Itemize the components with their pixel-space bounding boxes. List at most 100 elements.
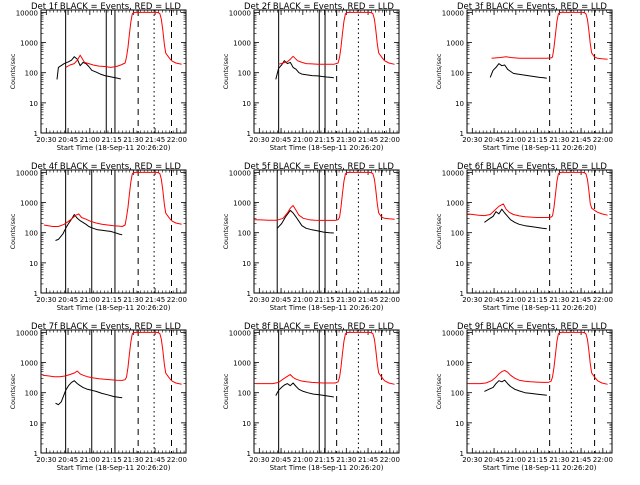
x-tick-label: 22:00	[380, 136, 400, 144]
plot-frame	[466, 9, 613, 134]
x-tick-label: 20:45	[58, 456, 78, 464]
y-axis-label: Counts/sec	[9, 213, 17, 249]
y-tick-label: 100	[25, 230, 38, 238]
detector-panel: Det 6f BLACK = Events, RED = LLD 1 10 100 10…	[435, 162, 613, 312]
x-tick-label: 21:45	[358, 136, 378, 144]
x-axis-label: Start Time (18-Sep-11 20:26:20)	[270, 464, 384, 472]
x-tick-label: 21:15	[314, 296, 334, 304]
events-series-line	[56, 56, 121, 80]
x-tick-label: 21:45	[145, 456, 165, 464]
plot-frame	[466, 329, 613, 454]
panel-title: Det 2f BLACK = Events, RED = LLD	[244, 2, 394, 12]
detector-panel: Det 5f BLACK = Events, RED = LLD 1 10 100 10…	[222, 162, 400, 312]
detector-panel: Det 7f BLACK = Events, RED = LLD 1 10 100 10…	[9, 322, 187, 472]
plot-frame	[466, 169, 613, 294]
x-tick-label: 21:30	[549, 296, 569, 304]
x-tick-label: 21:45	[358, 456, 378, 464]
y-tick-label: 10000	[229, 169, 251, 177]
x-tick-label: 22:00	[167, 296, 187, 304]
x-tick-label: 22:00	[593, 456, 613, 464]
y-tick-label: 1	[247, 450, 251, 458]
y-tick-label: 1000	[20, 360, 38, 368]
x-tick-label: 21:45	[145, 296, 165, 304]
x-tick-label: 21:15	[314, 136, 334, 144]
y-axis-label: Counts/sec	[9, 373, 17, 409]
lld-series-line	[468, 331, 608, 385]
panel-title: Det 5f BLACK = Events, RED = LLD	[244, 162, 394, 172]
y-tick-label: 1000	[233, 200, 251, 208]
lld-series-line	[278, 11, 395, 65]
panel-title: Det 7f BLACK = Events, RED = LLD	[31, 322, 181, 332]
x-tick-label: 20:30	[249, 136, 269, 144]
x-tick-label: 21:30	[336, 296, 356, 304]
lld-series-line	[253, 171, 395, 221]
x-axis-label: Start Time (18-Sep-11 20:26:20)	[57, 304, 171, 312]
y-tick-label: 10	[242, 420, 251, 428]
events-series-line	[484, 208, 547, 230]
x-tick-label: 21:00	[80, 456, 100, 464]
y-tick-label: 10000	[442, 329, 464, 337]
x-tick-label: 20:30	[36, 456, 56, 464]
events-series-line	[275, 60, 334, 80]
y-tick-label: 1	[460, 450, 464, 458]
y-axis-label: Counts/sec	[435, 53, 443, 89]
y-tick-label: 10	[29, 420, 38, 428]
x-tick-label: 20:30	[36, 296, 56, 304]
y-tick-label: 10	[455, 100, 464, 108]
y-axis-label: Counts/sec	[435, 373, 443, 409]
plot-frame	[40, 329, 187, 454]
panel-title: Det 8f BLACK = Events, RED = LLD	[244, 322, 394, 332]
x-tick-label: 21:00	[293, 296, 313, 304]
detector-panel: Det 3f BLACK = Events, RED = LLD 1 10 100 10…	[435, 2, 613, 152]
y-tick-label: 10	[242, 260, 251, 268]
x-tick-label: 20:45	[271, 296, 291, 304]
x-tick-label: 21:00	[506, 136, 526, 144]
x-axis-label: Start Time (18-Sep-11 20:26:20)	[270, 144, 384, 152]
panel-title: Det 9f BLACK = Events, RED = LLD	[457, 322, 607, 332]
x-tick-label: 21:15	[101, 136, 121, 144]
events-series-line	[276, 209, 334, 234]
x-tick-label: 20:45	[271, 456, 291, 464]
detector-panel: Det 4f BLACK = Events, RED = LLD 1 10 100 10…	[9, 162, 187, 312]
x-tick-label: 22:00	[593, 136, 613, 144]
panel-title: Det 1f BLACK = Events, RED = LLD	[31, 2, 181, 12]
y-tick-label: 10	[455, 420, 464, 428]
y-tick-label: 10	[455, 260, 464, 268]
x-tick-label: 20:30	[249, 456, 269, 464]
x-tick-label: 21:15	[101, 456, 121, 464]
x-tick-label: 21:45	[571, 136, 591, 144]
lld-series-line	[255, 331, 395, 385]
y-axis-label: Counts/sec	[435, 213, 443, 249]
detector-panel: Det 9f BLACK = Events, RED = LLD 1 10 100 10…	[435, 322, 613, 472]
x-tick-label: 21:15	[527, 136, 547, 144]
lld-series-line	[65, 11, 182, 68]
y-tick-label: 10	[29, 260, 38, 268]
y-tick-label: 1	[247, 130, 251, 138]
events-series-line	[489, 63, 547, 79]
x-tick-label: 21:30	[549, 136, 569, 144]
y-tick-label: 10000	[16, 329, 38, 337]
x-tick-label: 20:30	[36, 136, 56, 144]
y-tick-label: 1	[460, 130, 464, 138]
y-tick-label: 1000	[20, 200, 38, 208]
y-tick-label: 1	[34, 450, 38, 458]
y-tick-label: 10000	[442, 169, 464, 177]
x-tick-label: 21:00	[293, 456, 313, 464]
y-tick-label: 100	[238, 390, 251, 398]
x-axis-label: Start Time (18-Sep-11 20:26:20)	[270, 304, 384, 312]
y-tick-label: 10	[242, 100, 251, 108]
y-tick-label: 1000	[233, 360, 251, 368]
y-tick-label: 1	[34, 130, 38, 138]
detector-panel: Det 8f BLACK = Events, RED = LLD 1 10 100 10…	[222, 322, 400, 472]
y-tick-label: 1000	[233, 40, 251, 48]
x-tick-label: 22:00	[167, 136, 187, 144]
x-tick-label: 21:00	[293, 136, 313, 144]
x-tick-label: 22:00	[380, 456, 400, 464]
y-tick-label: 10	[29, 100, 38, 108]
x-tick-label: 22:00	[593, 296, 613, 304]
y-tick-label: 1000	[20, 40, 38, 48]
x-tick-label: 20:45	[484, 296, 504, 304]
events-series-line	[484, 379, 547, 396]
x-tick-label: 21:15	[101, 296, 121, 304]
